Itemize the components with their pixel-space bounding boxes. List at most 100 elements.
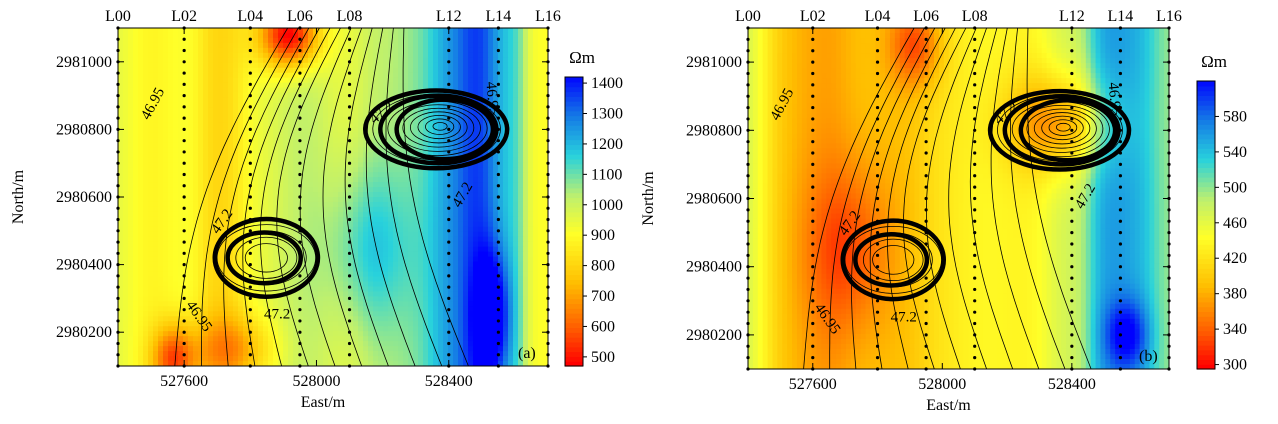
survey-point — [347, 172, 352, 177]
colorbar-segment — [1197, 249, 1215, 255]
colorbar: 300 340 380 420 460 500 540 580 Ωm — [1196, 52, 1247, 374]
colorbar-segment — [1197, 277, 1215, 284]
lower-anomaly-contour — [212, 216, 321, 299]
survey-point — [1070, 333, 1074, 337]
colorbar-segment — [565, 110, 583, 117]
survey-line-label: L12 — [1059, 8, 1085, 25]
survey-point — [973, 151, 977, 155]
survey-point — [447, 296, 451, 300]
survey-line-label: L00 — [735, 8, 761, 25]
survey-point — [347, 229, 352, 233]
survey-point — [973, 185, 977, 189]
colorbar-segment — [565, 308, 583, 314]
survey-point — [347, 48, 352, 53]
colorbar-segment — [565, 269, 583, 276]
survey-point — [496, 184, 500, 188]
y-tick-label: 2980400 — [56, 257, 112, 274]
survey-point — [347, 206, 352, 210]
survey-point — [182, 296, 186, 300]
colorbar-segment — [1197, 162, 1215, 168]
contour-line — [1026, 28, 1092, 369]
colorbar-segment — [1197, 105, 1215, 111]
colorbar-segment — [1197, 330, 1215, 336]
survey-point — [973, 128, 977, 132]
survey-point — [447, 341, 451, 346]
survey-point — [447, 161, 451, 165]
colorbar-segment — [565, 231, 583, 237]
survey-point — [347, 116, 352, 120]
survey-point — [1118, 276, 1123, 280]
survey-point — [347, 217, 352, 222]
survey-point — [248, 82, 252, 86]
colorbar-segment — [1197, 229, 1215, 236]
colorbar-segment — [565, 255, 583, 261]
colorbar-segment — [565, 154, 583, 160]
survey-point — [973, 265, 977, 269]
colorbar-segment — [1197, 201, 1215, 207]
colorbar-segment — [1197, 263, 1215, 269]
survey-point — [875, 344, 880, 348]
survey-point — [1118, 37, 1123, 41]
survey-point — [875, 208, 880, 212]
survey-point — [973, 333, 977, 337]
survey-point — [924, 185, 928, 189]
survey-point — [924, 174, 928, 178]
survey-line-l12 — [447, 26, 451, 368]
colorbar-segment — [565, 81, 583, 88]
survey-point — [875, 253, 880, 257]
x-axis-label: East/m — [301, 394, 346, 411]
survey-point — [182, 139, 186, 143]
colorbar-segment — [565, 356, 583, 362]
survey-point — [811, 265, 815, 269]
y-axis-label: North/m — [10, 169, 27, 224]
colorbar-segment — [1197, 100, 1215, 106]
contour-line — [344, 28, 389, 366]
survey-line-label: L00 — [105, 8, 131, 25]
survey-point — [811, 287, 815, 292]
survey-point — [973, 242, 977, 246]
survey-point — [347, 274, 352, 278]
survey-point — [496, 195, 500, 199]
survey-point — [447, 319, 451, 323]
survey-line-l04 — [248, 26, 252, 368]
contour-line — [1010, 28, 1066, 369]
survey-point — [811, 356, 815, 360]
survey-point — [973, 174, 977, 178]
survey-point — [924, 128, 928, 132]
survey-point — [1118, 253, 1123, 257]
survey-point — [1118, 321, 1123, 326]
survey-point — [182, 240, 186, 244]
survey-line-l14 — [1118, 26, 1123, 371]
survey-point — [298, 330, 302, 334]
survey-point — [1118, 310, 1123, 314]
survey-point — [924, 140, 928, 144]
survey-point — [182, 251, 186, 255]
y-tick-label: 2981000 — [686, 54, 742, 71]
colorbar-segment — [1197, 311, 1215, 317]
survey-point — [924, 94, 928, 98]
survey-point — [973, 162, 977, 166]
colorbar-segment — [1197, 292, 1215, 298]
x-axis-label: East/m — [926, 397, 971, 414]
survey-point — [875, 94, 880, 98]
survey-point — [347, 184, 352, 188]
colorbar-tick-label: 460 — [1223, 215, 1247, 232]
colorbar-segment — [565, 149, 583, 155]
survey-point — [973, 310, 977, 314]
survey-point — [248, 71, 252, 75]
survey-point — [1118, 265, 1123, 269]
survey-point — [1070, 37, 1074, 41]
survey-point — [875, 83, 880, 87]
survey-point — [248, 127, 252, 131]
survey-point — [1070, 208, 1074, 212]
survey-point — [875, 60, 880, 64]
colorbar-segment — [565, 279, 583, 285]
survey-point — [924, 60, 928, 64]
survey-point — [875, 356, 880, 360]
survey-point — [924, 287, 928, 292]
survey-point — [1118, 333, 1123, 337]
survey-point — [811, 94, 815, 98]
colorbar-segment — [1197, 244, 1215, 250]
survey-point — [447, 116, 451, 120]
survey-point — [875, 196, 880, 201]
